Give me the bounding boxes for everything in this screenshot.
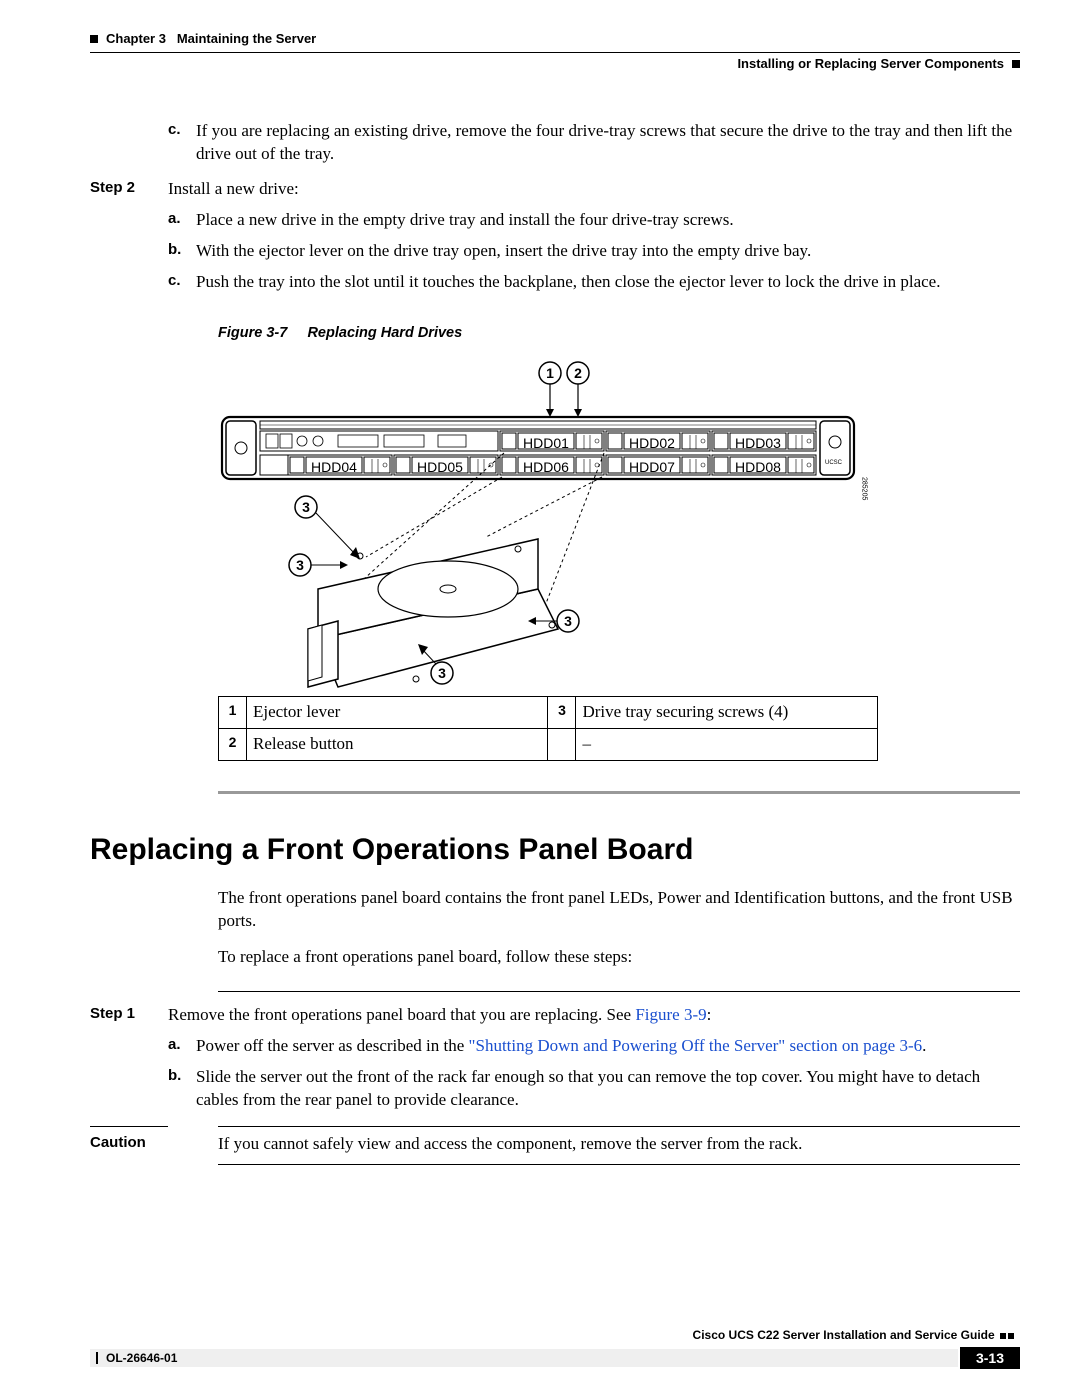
figure-diagram: 1 2 UCSC: [218, 359, 878, 696]
figure-caption: Figure 3-7 Replacing Hard Drives: [218, 324, 1020, 344]
hdd-label: HDD07: [629, 459, 675, 475]
footer-bar: OL-26646-01 3-13: [90, 1347, 1020, 1369]
substep-b: b. With the ejector lever on the drive t…: [168, 240, 1020, 263]
bullet-icon: [1012, 60, 1020, 68]
sub-marker: b.: [168, 1066, 196, 1112]
figure-id: 285205: [861, 477, 868, 500]
callout-3: 3: [564, 613, 572, 629]
section-title: Installing or Replacing Server Component…: [737, 56, 1004, 71]
step-2: Step 2 Install a new drive: a. Place a n…: [90, 178, 1020, 294]
figure-legend: 1 Ejector lever 3 Drive tray securing sc…: [218, 696, 878, 761]
sub-marker: c.: [168, 120, 196, 166]
step-1: Step 1 Remove the front operations panel…: [90, 1004, 1020, 1112]
callout-3: 3: [302, 499, 310, 515]
caution-bottom-rule: [218, 1164, 1020, 1165]
figure-label: Figure 3-7: [218, 325, 287, 341]
para: The front operations panel board contain…: [218, 887, 1020, 933]
callout-3: 3: [438, 665, 446, 681]
page-footer: Cisco UCS C22 Server Installation and Se…: [90, 1327, 1020, 1369]
txt: Remove the front operations panel board …: [168, 1005, 635, 1024]
page-header: Chapter 3 Maintaining the Server: [90, 30, 1020, 48]
doc-num: OL-26646-01: [106, 1350, 177, 1366]
section-heading: Replacing a Front Operations Panel Board: [90, 830, 1020, 871]
legend-txt: Drive tray securing screws (4): [576, 697, 878, 729]
legend-txt: Release button: [246, 729, 548, 761]
legend-num: [548, 729, 576, 761]
footer-guide: Cisco UCS C22 Server Installation and Se…: [90, 1327, 1020, 1343]
sub-text: Place a new drive in the empty drive tra…: [196, 209, 1020, 232]
callout-2: 2: [574, 365, 582, 381]
callout-3: 3: [296, 557, 304, 573]
table-row: 2 Release button –: [219, 729, 878, 761]
txt: .: [922, 1036, 926, 1055]
caution-text: If you cannot safely view and access the…: [218, 1126, 1020, 1156]
chapter-label: Chapter 3 Maintaining the Server: [106, 30, 316, 48]
bullet-icon: [90, 35, 98, 43]
bullet-icon: [998, 1327, 1014, 1343]
step-label: Step 1: [90, 1004, 168, 1112]
step-intro: Install a new drive:: [168, 178, 1020, 201]
table-row: 1 Ejector lever 3 Drive tray securing sc…: [219, 697, 878, 729]
legend-txt: –: [576, 729, 878, 761]
step-label: Step 2: [90, 178, 168, 294]
legend-num: 3: [548, 697, 576, 729]
caution-label: Caution: [90, 1126, 168, 1156]
hdd-label: HDD08: [735, 459, 781, 475]
hdd-label: HDD06: [523, 459, 569, 475]
step-label-empty: [90, 112, 168, 166]
hdd-label: HDD04: [311, 459, 357, 475]
sub-marker: c.: [168, 271, 196, 294]
section-link[interactable]: "Shutting Down and Powering Off the Serv…: [469, 1036, 923, 1055]
sub-text: If you are replacing an existing drive, …: [196, 120, 1020, 166]
sub-text: Power off the server as described in the…: [196, 1035, 1020, 1058]
chapter-title: Maintaining the Server: [177, 31, 316, 46]
figure-link[interactable]: Figure 3-9: [635, 1005, 706, 1024]
substep-a: a. Place a new drive in the empty drive …: [168, 209, 1020, 232]
header-section: Installing or Replacing Server Component…: [90, 55, 1020, 73]
substep-c: c. Push the tray into the slot until it …: [168, 271, 1020, 294]
page-number: 3-13: [960, 1347, 1020, 1369]
hdd-label: HDD01: [523, 435, 569, 451]
caution-block: Caution If you cannot safely view and ac…: [90, 1126, 1020, 1156]
legend-txt: Ejector lever: [246, 697, 548, 729]
sub-marker: b.: [168, 240, 196, 263]
section-end-rule: [218, 791, 1020, 794]
sub-marker: a.: [168, 1035, 196, 1058]
figure-title: Replacing Hard Drives: [307, 325, 462, 341]
step-rule: [218, 991, 1020, 992]
sub-marker: a.: [168, 209, 196, 232]
legend-num: 2: [219, 729, 247, 761]
substep-c: c. If you are replacing an existing driv…: [168, 120, 1020, 166]
hdd-label: HDD02: [629, 435, 675, 451]
header-rule: [90, 52, 1020, 53]
step-continued: c. If you are replacing an existing driv…: [90, 112, 1020, 166]
main-content: c. If you are replacing an existing driv…: [90, 112, 1020, 1165]
footer-doc: OL-26646-01: [90, 1349, 958, 1367]
substep-b: b. Slide the server out the front of the…: [168, 1066, 1020, 1112]
hdd-label: HDD03: [735, 435, 781, 451]
txt: Power off the server as described in the: [196, 1036, 469, 1055]
substep-a: a. Power off the server as described in …: [168, 1035, 1020, 1058]
sub-text: With the ejector lever on the drive tray…: [196, 240, 1020, 263]
step-intro: Remove the front operations panel board …: [168, 1004, 1020, 1027]
ucsc-label: UCSC: [825, 460, 843, 466]
server-svg: 1 2 UCSC: [218, 359, 878, 689]
callout-1: 1: [546, 365, 554, 381]
sub-text: Push the tray into the slot until it tou…: [196, 271, 1020, 294]
para: To replace a front operations panel boar…: [218, 946, 1020, 969]
hdd-label: HDD05: [417, 459, 463, 475]
guide-title: Cisco UCS C22 Server Installation and Se…: [693, 1328, 995, 1342]
chapter-num: Chapter 3: [106, 31, 166, 46]
legend-num: 1: [219, 697, 247, 729]
sub-text: Slide the server out the front of the ra…: [196, 1066, 1020, 1112]
txt: :: [707, 1005, 712, 1024]
